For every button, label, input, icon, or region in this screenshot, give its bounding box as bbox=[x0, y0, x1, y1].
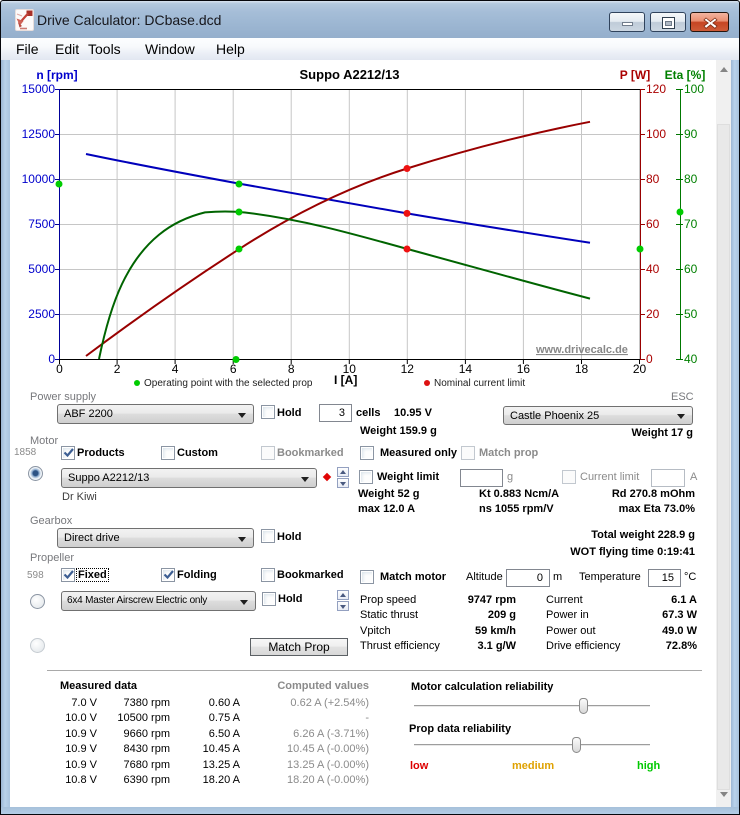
svg-text:Operating point with the selec: Operating point with the selected prop bbox=[144, 378, 313, 389]
svg-text:n [rpm]: n [rpm] bbox=[36, 68, 77, 82]
svg-text:8: 8 bbox=[288, 362, 295, 376]
svg-text:6: 6 bbox=[230, 362, 237, 376]
svg-text:I [A]: I [A] bbox=[334, 373, 357, 387]
svg-text:5000: 5000 bbox=[28, 262, 55, 276]
svg-text:Suppo A2212/13: Suppo A2212/13 bbox=[300, 67, 400, 82]
svg-text:50: 50 bbox=[684, 307, 698, 321]
svg-text:www.drivecalc.de: www.drivecalc.de bbox=[535, 344, 628, 356]
svg-text:2: 2 bbox=[114, 362, 121, 376]
svg-text:Eta [%]: Eta [%] bbox=[665, 68, 706, 82]
svg-text:60: 60 bbox=[646, 217, 660, 231]
svg-text:4: 4 bbox=[172, 362, 179, 376]
svg-text:80: 80 bbox=[684, 172, 698, 186]
svg-text:14: 14 bbox=[459, 362, 473, 376]
svg-text:20: 20 bbox=[646, 307, 660, 321]
svg-text:90: 90 bbox=[684, 127, 698, 141]
svg-text:100: 100 bbox=[646, 127, 666, 141]
svg-text:7500: 7500 bbox=[28, 217, 55, 231]
svg-text:40: 40 bbox=[684, 352, 698, 366]
svg-text:16: 16 bbox=[517, 362, 531, 376]
svg-text:0: 0 bbox=[646, 352, 653, 366]
svg-text:100: 100 bbox=[684, 82, 704, 96]
svg-text:0: 0 bbox=[48, 352, 55, 366]
svg-text:20: 20 bbox=[633, 362, 647, 376]
svg-text:60: 60 bbox=[684, 262, 698, 276]
svg-text:12500: 12500 bbox=[22, 127, 56, 141]
svg-text:10000: 10000 bbox=[22, 172, 56, 186]
svg-text:15000: 15000 bbox=[22, 82, 56, 96]
svg-text:P [W]: P [W] bbox=[620, 68, 650, 82]
svg-text:40: 40 bbox=[646, 262, 660, 276]
svg-text:12: 12 bbox=[401, 362, 415, 376]
svg-text:80: 80 bbox=[646, 172, 660, 186]
svg-text:120: 120 bbox=[646, 82, 666, 96]
svg-text:18: 18 bbox=[575, 362, 589, 376]
svg-text:2500: 2500 bbox=[28, 307, 55, 321]
svg-text:10: 10 bbox=[343, 362, 357, 376]
svg-text:70: 70 bbox=[684, 217, 698, 231]
svg-text:Nominal current limit: Nominal current limit bbox=[434, 378, 525, 389]
svg-text:0: 0 bbox=[56, 362, 63, 376]
